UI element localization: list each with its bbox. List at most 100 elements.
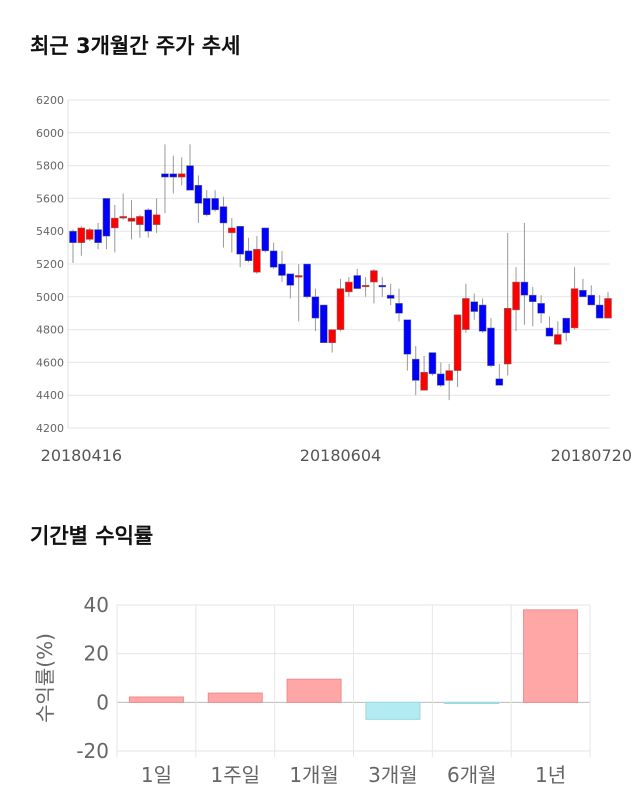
candle-body xyxy=(445,370,453,381)
candle-body xyxy=(554,334,562,345)
bar xyxy=(444,701,500,705)
y-tick-label: 4600 xyxy=(36,356,64,369)
candle-body xyxy=(428,352,437,375)
candle-body xyxy=(269,250,278,268)
bar xyxy=(207,692,263,703)
candle-body xyxy=(420,371,428,391)
candle-body xyxy=(261,227,270,252)
candle-body xyxy=(136,216,144,225)
x-tick-label: 1년 xyxy=(535,763,566,787)
candle-body xyxy=(545,327,554,337)
candle-body xyxy=(328,329,336,343)
candle-body xyxy=(453,314,462,371)
candle-body xyxy=(320,304,328,343)
candle-body xyxy=(219,206,228,224)
y-tick-label: 0 xyxy=(96,690,109,714)
y-tick-label: -20 xyxy=(76,739,109,763)
candle-body xyxy=(119,216,127,219)
y-tick-label: 40 xyxy=(84,593,109,617)
y-tick-label: 6200 xyxy=(36,94,64,107)
candle-body xyxy=(211,198,219,211)
candle-body xyxy=(228,227,236,234)
candle-body xyxy=(177,173,186,178)
candle-body xyxy=(69,230,77,243)
candle-body xyxy=(353,275,361,289)
candle-body xyxy=(595,304,604,319)
candle-body xyxy=(529,294,537,302)
candle-body xyxy=(127,217,136,222)
candle-body xyxy=(470,301,478,312)
candle-body xyxy=(186,165,194,191)
candle-body xyxy=(562,317,570,334)
candle-body xyxy=(361,285,370,288)
x-tick-label: 20180416 xyxy=(41,446,122,465)
y-tick-label: 5600 xyxy=(36,192,64,205)
x-tick-label: 1개월 xyxy=(289,763,339,787)
y-tick-label: 4200 xyxy=(36,422,64,435)
candle-body xyxy=(495,378,504,386)
candle-body xyxy=(144,209,152,232)
candle-body xyxy=(253,248,261,273)
y-tick-label: 5800 xyxy=(36,160,64,173)
candle-body xyxy=(286,273,295,286)
candle-body xyxy=(411,358,420,381)
x-tick-label: 20180604 xyxy=(300,446,381,465)
candle-body xyxy=(85,229,94,240)
candle-body xyxy=(537,303,545,314)
candle-body xyxy=(520,281,529,296)
candle-body xyxy=(169,173,178,178)
candle-body xyxy=(77,227,86,243)
candle-body xyxy=(311,296,320,319)
bar xyxy=(286,678,342,703)
candle-body xyxy=(294,275,303,278)
candle-body xyxy=(203,198,211,216)
candle-body xyxy=(579,289,587,298)
candle-body xyxy=(244,250,253,261)
bar xyxy=(128,696,184,703)
returns-chart-title: 기간별 수익률 xyxy=(30,524,154,548)
bar xyxy=(523,609,579,703)
candle-body xyxy=(370,270,378,283)
candle-body xyxy=(161,173,169,178)
bar xyxy=(365,701,421,720)
y-tick-label: 4800 xyxy=(36,324,64,337)
x-tick-label: 20180720 xyxy=(551,446,632,465)
candle-body xyxy=(462,298,470,330)
x-tick-label: 1일 xyxy=(141,763,172,787)
candle-body xyxy=(478,304,487,332)
candle-body xyxy=(303,263,311,298)
candle-body xyxy=(345,281,353,293)
y-axis-label: 수익률(%) xyxy=(33,633,57,723)
candle-body xyxy=(236,226,244,255)
y-tick-label: 5400 xyxy=(36,225,64,238)
candle-body xyxy=(570,288,579,329)
candle-body xyxy=(278,263,286,276)
candle-body xyxy=(587,294,596,306)
candle-body xyxy=(395,303,403,314)
candle-body xyxy=(194,185,203,204)
y-tick-label: 6000 xyxy=(36,127,64,140)
candle-body xyxy=(403,319,412,355)
candle-body xyxy=(336,288,345,330)
candle-body xyxy=(94,229,102,243)
y-tick-label: 4400 xyxy=(36,389,64,402)
candle-body xyxy=(437,373,445,386)
candle-body xyxy=(503,308,512,365)
candle-body xyxy=(102,198,111,237)
candle-body xyxy=(604,298,612,319)
candle-body xyxy=(386,294,395,299)
candle-body xyxy=(378,285,387,288)
candlestick-chart: 4200 4400 4600 4800 5000 5200 5400 5600 5800 6000… xyxy=(36,94,632,465)
price-chart-title: 최근 3개월간 주가 추세 xyxy=(30,34,241,58)
y-tick-label: 5200 xyxy=(36,258,64,271)
x-tick-label: 3개월 xyxy=(368,763,418,787)
candle-body xyxy=(487,327,495,366)
x-tick-label: 1주일 xyxy=(210,763,260,787)
y-tick-label: 5000 xyxy=(36,291,64,304)
x-tick-label: 6개월 xyxy=(447,763,497,787)
candle-body xyxy=(512,281,520,311)
candle-body xyxy=(111,217,119,229)
candle-body xyxy=(152,214,161,225)
y-tick-label: 20 xyxy=(84,642,109,666)
